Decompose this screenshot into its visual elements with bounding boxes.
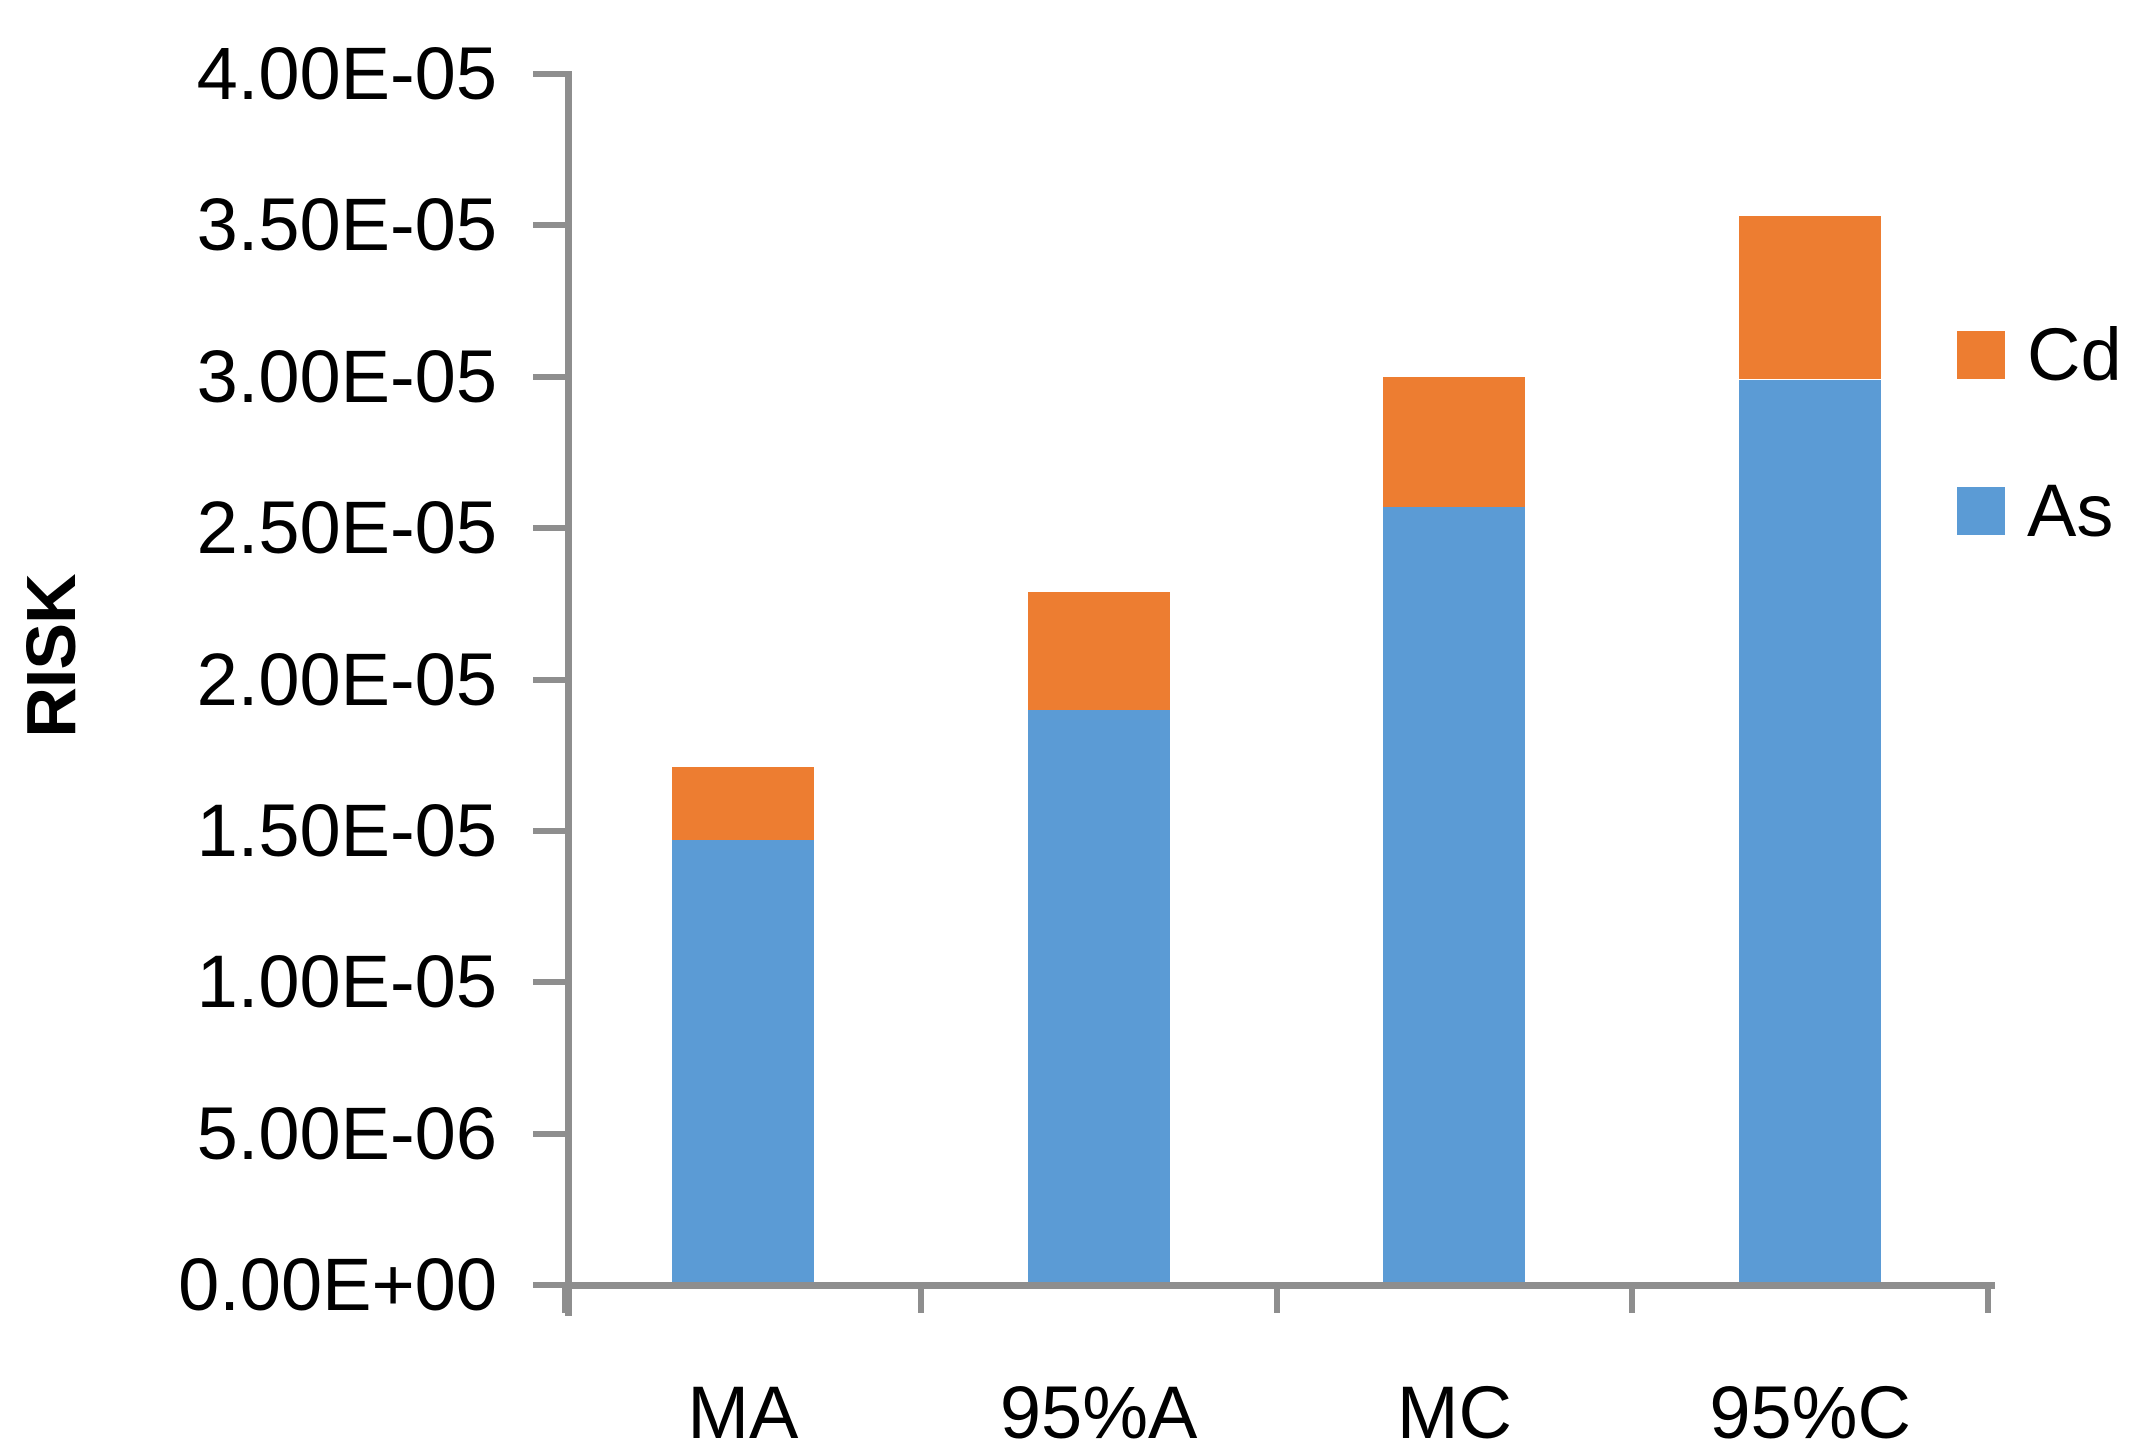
y-tick-mark: [533, 1282, 565, 1288]
y-tick-label: 5.00E-06: [196, 1091, 497, 1175]
x-category-label-ma: MA: [687, 1371, 799, 1450]
y-tick-label: 0.00E+00: [178, 1243, 497, 1326]
y-axis-line: [565, 71, 572, 1316]
y-tick-mark: [533, 1130, 565, 1137]
y-tick-mark: [533, 676, 565, 683]
y-tick-label: 1.50E-05: [196, 788, 497, 872]
y-tick-mark: [533, 979, 565, 986]
y-tick-mark: [533, 222, 565, 229]
x-tick-mark: [1629, 1282, 1636, 1313]
bar-segment-as-95%a: [1027, 709, 1170, 1285]
x-tick-mark: [917, 1282, 924, 1313]
x-tick-mark: [562, 1282, 568, 1313]
x-tick-mark: [1273, 1282, 1280, 1313]
y-tick-mark: [533, 525, 565, 532]
bar-segment-as-ma: [671, 839, 814, 1285]
y-tick-label: 3.00E-05: [196, 334, 497, 418]
y-tick-label: 2.00E-05: [196, 637, 497, 721]
x-category-label-95%a: 95%A: [999, 1371, 1198, 1450]
bar-segment-cd-95%a: [1027, 591, 1170, 710]
y-tick-mark: [533, 827, 565, 834]
legend-label-as: As: [2027, 469, 2114, 552]
y-tick-label: 3.50E-05: [196, 183, 497, 267]
x-category-label-95%c: 95%C: [1709, 1371, 1911, 1450]
y-tick-label: 4.00E-05: [196, 32, 497, 115]
y-tick-label: 1.00E-05: [196, 940, 497, 1024]
x-axis-line: [565, 1282, 1995, 1289]
x-category-label-mc: MC: [1396, 1371, 1512, 1450]
y-tick-label: 2.50E-05: [196, 486, 497, 570]
y-tick-mark: [533, 373, 565, 380]
bar-segment-as-mc: [1383, 506, 1526, 1285]
bar-segment-cd-95%c: [1739, 216, 1882, 380]
bar-segment-as-95%c: [1739, 379, 1882, 1285]
x-tick-mark: [1985, 1282, 1991, 1313]
bar-segment-cd-mc: [1383, 376, 1526, 507]
bar-segment-cd-ma: [671, 767, 814, 841]
y-tick-mark: [533, 71, 565, 77]
legend-swatch-cd: [1957, 331, 2005, 379]
legend-label-cd: Cd: [2027, 313, 2122, 396]
legend-swatch-as: [1957, 487, 2005, 535]
